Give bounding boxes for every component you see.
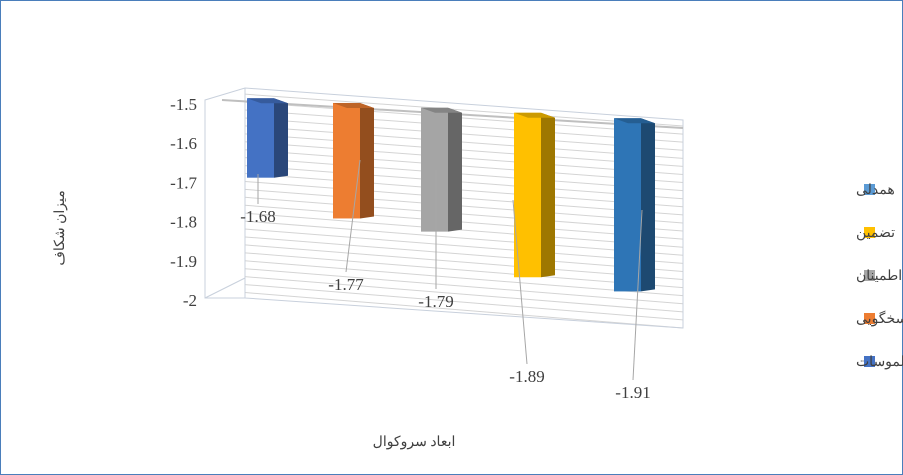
legend-label: اطمینان — [856, 269, 902, 284]
data-label: -1.91 — [615, 383, 650, 402]
bar-front-face — [421, 107, 448, 232]
legend-label: تضمین — [856, 226, 895, 241]
bars — [247, 98, 655, 292]
x-axis-title: ابعاد سروکوال — [373, 435, 456, 450]
gridline — [244, 268, 684, 305]
gridline — [244, 165, 684, 200]
data-label: -1.79 — [418, 292, 453, 311]
gridlines — [244, 93, 684, 329]
legend-item: همدلی — [856, 183, 895, 198]
gridline — [244, 284, 684, 321]
bar — [514, 112, 555, 278]
data-label: -1.68 — [240, 207, 275, 226]
gridline — [244, 244, 684, 281]
legend-item: اطمینان — [856, 269, 902, 284]
gridline — [244, 204, 684, 240]
data-labels: -1.68 -1.77 -1.79 -1.89 -1.91 — [240, 159, 651, 402]
bar-side-face — [448, 107, 462, 232]
legend-item: تضمین — [856, 226, 895, 241]
bar-top-face — [333, 102, 374, 108]
legend-swatch — [864, 270, 875, 281]
gridline — [244, 133, 684, 167]
data-label: -1.77 — [328, 275, 364, 294]
y-axis-ticks: -1.5 -1.6 -1.7 -1.8 -1.9 -2 — [170, 95, 197, 310]
bar-front-face — [614, 118, 641, 292]
legend-label: همدلی — [856, 183, 895, 198]
gridline — [244, 196, 684, 232]
gridline — [244, 125, 684, 159]
gridline — [244, 292, 684, 329]
gridline — [244, 117, 684, 151]
legend-swatch — [864, 227, 875, 238]
y-tick-label: -1.8 — [170, 213, 197, 232]
gridline — [244, 109, 684, 143]
bar-top-face — [247, 98, 288, 104]
y-tick-label: -2 — [183, 291, 197, 310]
data-label: -1.89 — [509, 367, 544, 386]
y-tick-label: -1.9 — [170, 252, 197, 271]
legend-swatch — [864, 313, 875, 324]
bar-top-face — [421, 107, 462, 113]
gridline — [244, 260, 684, 297]
bar-front-face — [333, 102, 360, 219]
bar — [421, 107, 462, 232]
gridline — [244, 173, 684, 208]
bar-side-face — [274, 98, 288, 178]
gridline — [244, 149, 684, 184]
gridline — [244, 236, 684, 272]
legend-swatch — [864, 184, 875, 195]
legend-label: پاسخگویی — [856, 310, 903, 327]
gridline — [244, 141, 684, 175]
y-axis-title: میزان شکاف — [53, 190, 68, 265]
bar — [614, 118, 655, 292]
legend-label: ملموسات — [856, 355, 903, 370]
bar-side-face — [541, 112, 555, 278]
gridline — [244, 101, 684, 135]
leader-line — [512, 199, 528, 365]
gridline — [244, 212, 684, 248]
gridline — [244, 220, 684, 256]
legend-swatch — [864, 356, 875, 367]
y-tick-label: -1.7 — [170, 173, 197, 192]
bar — [333, 102, 374, 219]
bar-top-face — [614, 118, 655, 124]
y-tick-label: -1.5 — [170, 95, 197, 114]
gridline — [244, 252, 684, 289]
gridline — [244, 180, 684, 216]
legend-item: پاسخگویی — [856, 310, 903, 327]
y-tick-label: -1.6 — [170, 134, 197, 153]
bar-top-face — [514, 112, 555, 118]
gridline — [244, 228, 684, 264]
leader-line — [632, 209, 643, 381]
bar-side-face — [641, 118, 655, 292]
legend: همدلی تضمین اطمینان پاسخگویی ملموسات — [856, 183, 903, 370]
gridline — [244, 93, 684, 127]
gridline — [244, 188, 684, 224]
bar-side-face — [360, 102, 374, 219]
gridline — [244, 157, 684, 192]
legend-item: ملموسات — [856, 355, 903, 370]
leader-line — [345, 159, 361, 273]
gridline — [244, 276, 684, 313]
bar-front-face — [514, 112, 541, 278]
bar — [247, 98, 288, 178]
bar-front-face — [247, 98, 274, 178]
plot-walls — [204, 87, 684, 329]
